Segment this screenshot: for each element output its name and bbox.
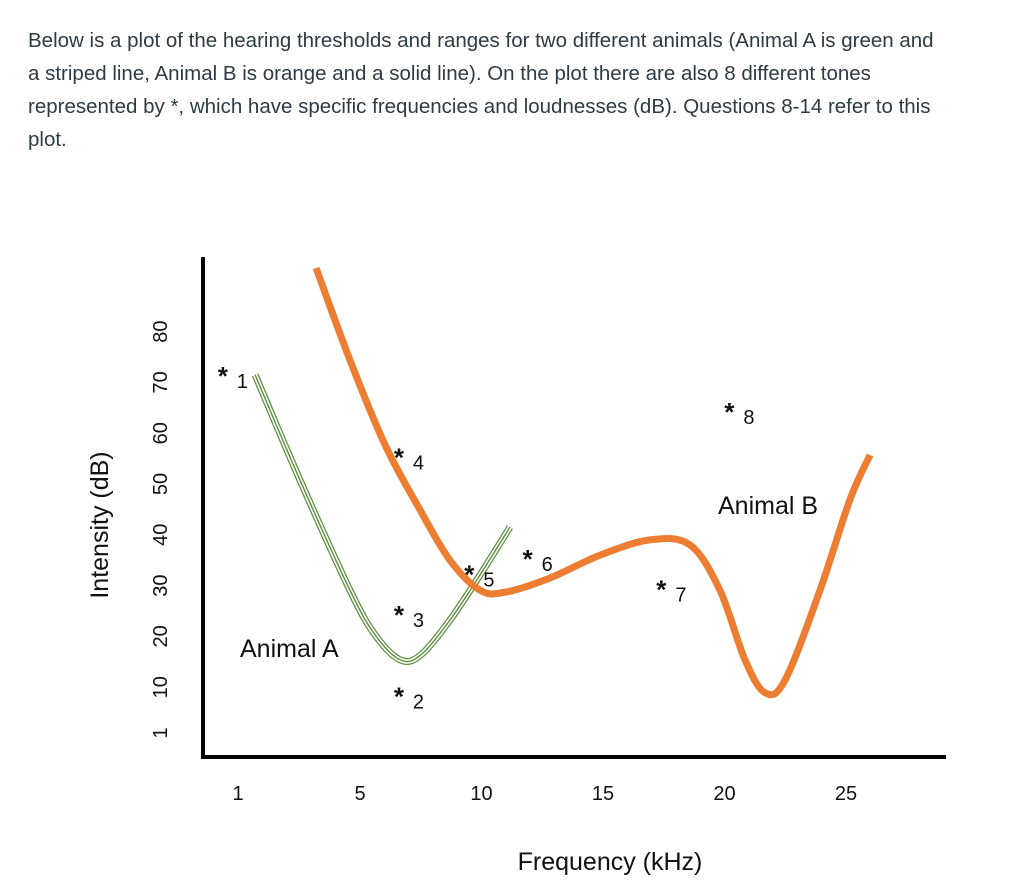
tone-label: 3 [413,610,424,632]
tone-8: * 8 [724,397,754,429]
tone-label: 7 [675,585,686,607]
intro-line: represented by *, which have specific fr… [28,95,931,118]
y-tick-label: 1 [150,727,172,738]
animal-b-label: Animal B [718,492,818,520]
series-animal-a [251,373,513,666]
tone-marker: * [724,397,735,427]
y-tick-label: 80 [150,320,172,342]
tone-label: 5 [483,569,494,591]
series-animal-a-stripe-gap [253,373,512,664]
tone-6: * 6 [523,544,553,576]
series-animal-a-line [251,373,513,666]
y-tick-label: 10 [150,676,172,698]
tone-marker: * [656,575,667,605]
y-tick-label: 20 [150,625,172,647]
tone-label: 2 [413,691,424,713]
tone-7: * 7 [656,575,686,607]
tone-1: * 1 [218,361,248,393]
tone-label: 8 [743,407,754,429]
x-tick-label: 5 [354,783,365,805]
x-axis-label: Frequency (kHz) [518,848,703,876]
tone-2: * 2 [394,681,424,713]
y-axis-label: Intensity (dB) [86,451,114,598]
tone-4: * 4 [394,443,424,475]
tone-marker: * [394,600,405,630]
tone-5: * 5 [464,559,494,591]
tone-marker: * [464,559,475,589]
series-animal-b-line [312,266,874,699]
intro-paragraph: Below is a plot of the hearing threshold… [28,24,1018,156]
tone-3: * 3 [394,600,424,632]
tone-marker: * [523,544,534,574]
x-tick-label: 20 [713,783,735,805]
tone-marker: * [394,443,405,473]
y-tick-label: 30 [150,574,172,596]
y-tick-label: 40 [150,524,172,546]
tone-label: 4 [413,453,424,475]
y-tick-label: 60 [150,422,172,444]
x-tick-label: 25 [835,783,857,805]
tone-label: 1 [237,371,248,393]
series-animal-a-stripe [254,374,511,663]
intro-line: plot. [28,128,67,151]
x-tick-label: 1 [232,783,243,805]
x-tick-label: 15 [592,783,614,805]
y-tick-label: 50 [150,473,172,495]
x-tick-label: 10 [470,783,492,805]
tone-marker: * [218,361,229,391]
intro-line: a striped line, Animal B is orange and a… [28,62,871,85]
intro-line: Below is a plot of the hearing threshold… [28,29,934,52]
series-animal-b [312,266,874,699]
y-tick-label: 70 [150,371,172,393]
animal-a-label: Animal A [240,635,339,663]
tone-label: 6 [542,554,553,576]
tone-marker: * [394,681,405,711]
